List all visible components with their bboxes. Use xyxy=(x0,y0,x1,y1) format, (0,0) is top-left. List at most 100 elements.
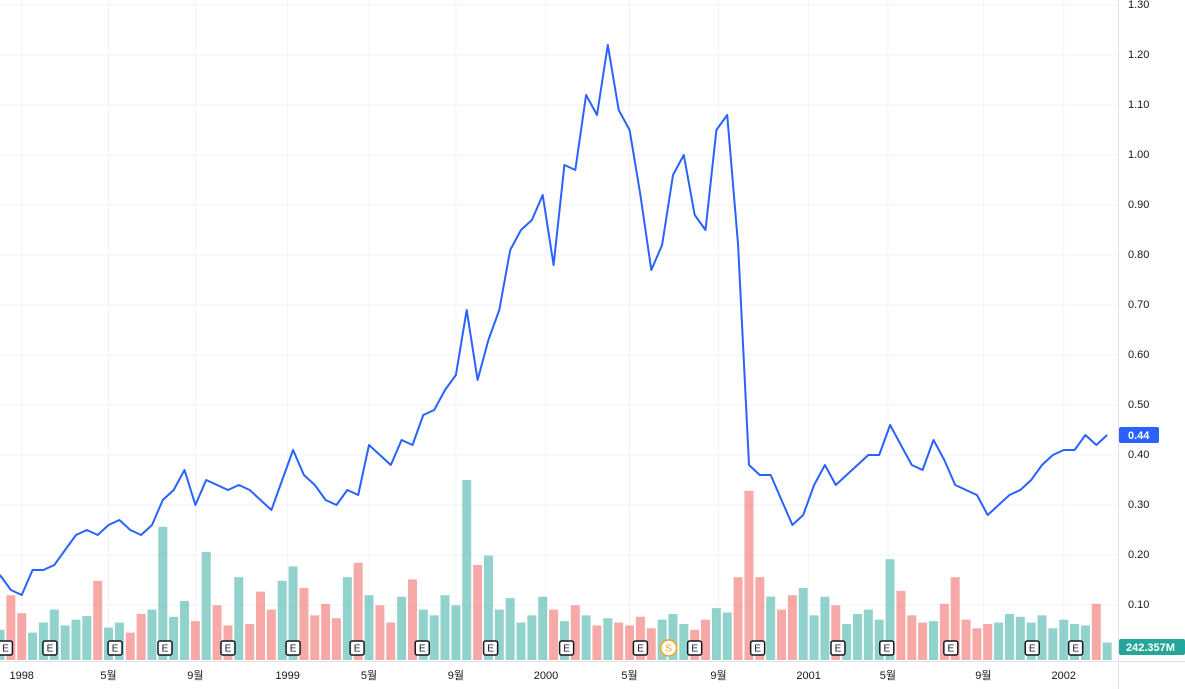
last-volume-label: 242.357M xyxy=(1126,642,1175,654)
y-tick-label: 0.80 xyxy=(1128,249,1149,261)
last-price-label: 0.44 xyxy=(1128,430,1150,442)
y-tick-label: 0.10 xyxy=(1128,599,1149,611)
volume-bar xyxy=(874,619,884,660)
volume-bar xyxy=(386,622,396,660)
x-tick-label: 2001 xyxy=(796,670,820,682)
volume-bar xyxy=(939,603,949,660)
x-tick-label: 5월 xyxy=(880,669,896,682)
y-tick-label: 1.30 xyxy=(1128,0,1149,11)
last-volume-badge xyxy=(1119,639,1185,655)
event-badge xyxy=(482,640,499,656)
y-tick-label: 0.50 xyxy=(1128,399,1149,411)
volume-bar xyxy=(28,632,38,660)
volume-bar xyxy=(863,609,873,660)
event-label: E xyxy=(1029,644,1036,655)
event-label: E xyxy=(883,644,890,655)
x-tick-label: 1998 xyxy=(9,670,33,682)
event-badge xyxy=(414,640,430,656)
event-marker: E xyxy=(879,640,895,656)
event-marker: E xyxy=(632,640,649,656)
volume-bar xyxy=(375,605,385,660)
volume-bar xyxy=(733,577,743,660)
volume-bar xyxy=(505,598,515,660)
volume-bar xyxy=(451,605,461,660)
volume-bar xyxy=(82,616,92,660)
last-price-badge xyxy=(1119,427,1159,443)
volume-bar xyxy=(277,580,287,660)
y-tick-label: 0.70 xyxy=(1128,299,1149,311)
y-tick-label: 1.10 xyxy=(1128,99,1149,111)
volume-bar xyxy=(679,624,689,660)
volume-bar xyxy=(722,612,732,660)
volume-bar xyxy=(885,559,895,660)
volume-bar xyxy=(549,609,559,660)
event-label: E xyxy=(2,644,9,655)
event-label: E xyxy=(754,644,761,655)
event-badge xyxy=(1024,640,1041,656)
volume-bar xyxy=(310,615,320,660)
volume-bar xyxy=(907,615,917,660)
event-label: E xyxy=(162,644,169,655)
event-marker: E xyxy=(943,640,959,656)
volume-bar xyxy=(494,609,504,660)
x-tick-label: 5월 xyxy=(621,669,637,682)
volume-bar xyxy=(1102,642,1112,660)
event-marker: E xyxy=(1067,640,1084,656)
event-badge xyxy=(1067,640,1084,656)
event-badge xyxy=(558,640,575,656)
volume-bar xyxy=(6,595,16,660)
volume-bar xyxy=(625,625,635,660)
volume-bar xyxy=(516,622,526,660)
volume-bar xyxy=(711,608,721,660)
x-tick-label: 2002 xyxy=(1051,670,1075,682)
volume-bar xyxy=(592,625,602,660)
event-badge xyxy=(749,640,766,656)
volume-bar xyxy=(190,621,200,660)
x-tick-label: 5월 xyxy=(361,669,377,682)
y-tick-label: 1.20 xyxy=(1128,49,1149,61)
volume-bar xyxy=(961,619,971,660)
y-tick-label: 1.00 xyxy=(1128,149,1149,161)
event-marker: E xyxy=(220,640,236,656)
volume-bar xyxy=(1080,625,1090,660)
volume-bar xyxy=(397,596,407,660)
event-label: E xyxy=(948,644,955,655)
volume-bar xyxy=(136,613,146,660)
volume-bar xyxy=(17,613,27,660)
volume-bar xyxy=(614,622,624,660)
event-badge xyxy=(686,640,703,656)
volume-bar xyxy=(635,616,645,660)
volume-bar xyxy=(972,628,982,660)
volume-bar xyxy=(755,577,765,660)
volume-bar xyxy=(212,605,222,660)
volume-bar xyxy=(1004,613,1014,660)
event-badge xyxy=(107,640,123,656)
event-marker: E xyxy=(107,640,123,656)
grid xyxy=(0,0,1118,661)
event-label: E xyxy=(637,644,644,655)
volume-bar xyxy=(581,615,591,660)
y-tick-label: 0.30 xyxy=(1128,499,1149,511)
event-label: E xyxy=(290,644,297,655)
event-label: E xyxy=(487,644,494,655)
event-marker: E xyxy=(349,640,365,656)
volume-bar xyxy=(668,613,678,660)
y-tick-label: 0.60 xyxy=(1128,349,1149,361)
volume-bar xyxy=(527,615,537,660)
event-label: E xyxy=(1072,644,1079,655)
volume-bar xyxy=(744,490,754,660)
event-marker: S xyxy=(659,639,678,657)
volume-bar xyxy=(180,600,190,660)
x-tick-label: 9월 xyxy=(710,669,726,682)
event-label: E xyxy=(225,644,232,655)
y-tick-label: 0.90 xyxy=(1128,199,1149,211)
volume-bar xyxy=(245,624,255,660)
volume-bar xyxy=(1059,619,1069,660)
y-tick-label: 0.40 xyxy=(1128,449,1149,461)
x-tick-label: 9월 xyxy=(187,669,203,682)
event-marker: E xyxy=(558,640,575,656)
volume-bar xyxy=(321,603,331,660)
event-badge xyxy=(0,640,14,656)
